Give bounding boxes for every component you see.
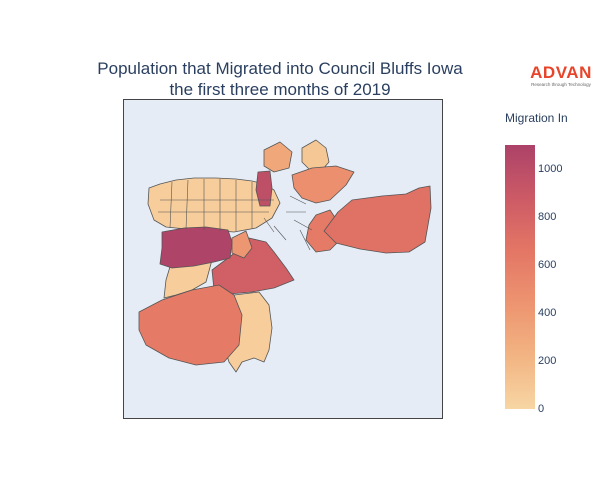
colorbar-tick-label: 800 (538, 211, 557, 223)
logo-tagline: Research through Technology (531, 82, 591, 87)
region-ne-mid[interactable] (263, 141, 293, 173)
colorbar-tick-label: 0 (538, 403, 545, 415)
region-central-med[interactable] (231, 230, 253, 259)
logo-name: ADVAN (530, 63, 592, 82)
map-frame (123, 99, 443, 419)
chart-title: Population that Migrated into Council Bl… (0, 58, 560, 100)
colorbar-title: Migration In (505, 111, 568, 125)
zone-boundary (289, 195, 307, 205)
region-north-dark[interactable] (255, 170, 273, 207)
chart-title-line2: the first three months of 2019 (169, 80, 391, 99)
advan-logo: ADVAN Research through Technology (526, 64, 596, 88)
colorbar-tick-label: 200 (538, 355, 557, 367)
choropleth-map (138, 139, 432, 373)
zone-boundary (263, 217, 275, 233)
zone-boundary (299, 229, 311, 251)
chart-title-line1: Population that Migrated into Council Bl… (97, 59, 463, 78)
region-east-large[interactable] (323, 185, 432, 254)
zone-boundary (273, 225, 287, 241)
region-west-dark[interactable] (159, 226, 233, 269)
colorbar-gradient (505, 145, 535, 409)
colorbar-tick-label: 400 (538, 307, 557, 319)
zone-boundary (185, 179, 189, 230)
region-sw-large[interactable] (138, 284, 243, 366)
region-north-mid[interactable] (291, 165, 355, 204)
colorbar-tick-label: 1000 (538, 163, 563, 175)
region-ne-light[interactable] (301, 139, 330, 171)
zone-boundary (169, 181, 173, 229)
region-west-grid[interactable] (147, 177, 281, 233)
colorbar-tick-label: 600 (538, 259, 557, 271)
zone-boundary (293, 219, 313, 231)
